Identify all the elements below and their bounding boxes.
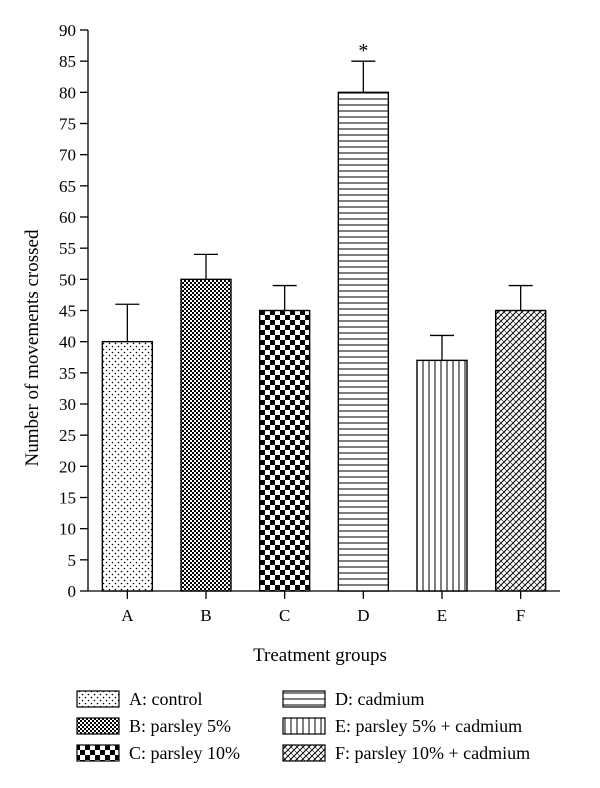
x-axis-title: Treatment groups — [253, 645, 387, 666]
significance-marker: * — [358, 40, 368, 62]
legend-label-A: A: control — [129, 689, 203, 709]
y-tick-label: 0 — [68, 582, 77, 601]
legend-swatch-E — [282, 717, 326, 735]
y-tick-label: 40 — [59, 333, 76, 352]
y-tick-label: 30 — [59, 395, 76, 414]
y-tick-label: 55 — [59, 239, 76, 258]
y-tick-label: 85 — [59, 52, 76, 71]
legend-item-F: F: parsley 10% + cadmium — [282, 743, 530, 763]
x-tick-label-C: C — [279, 606, 290, 625]
bars-group — [101, 60, 547, 592]
legend-item-E: E: parsley 5% + cadmium — [282, 716, 522, 736]
bar-B — [180, 278, 232, 592]
x-tick-label-A: A — [121, 606, 134, 625]
legend-item-C: C: parsley 10% — [76, 743, 240, 763]
legend-swatch-D — [282, 690, 326, 708]
legend-label-D: D: cadmium — [335, 689, 424, 709]
annotations-group: * — [358, 40, 368, 62]
y-tick-label: 20 — [59, 457, 76, 476]
y-tick-label: 50 — [59, 270, 76, 289]
y-tick-label: 75 — [59, 115, 76, 134]
bar-E — [416, 359, 468, 592]
y-tick-label: 45 — [59, 302, 76, 321]
x-tick-label-B: B — [200, 606, 211, 625]
y-axis-title: Number of movements crossed — [22, 229, 43, 466]
legend: A: control B: parsley 5% C: parsley 10% D: … — [76, 689, 530, 763]
legend-swatch-C — [76, 744, 120, 762]
y-tick-label: 15 — [59, 489, 76, 508]
y-tick-label: 25 — [59, 426, 76, 445]
y-tick-label: 5 — [68, 551, 77, 570]
legend-item-D: D: cadmium — [282, 689, 424, 709]
bar-C — [258, 309, 311, 592]
y-tick-label: 70 — [59, 146, 76, 165]
legend-label-E: E: parsley 5% + cadmium — [335, 716, 522, 736]
y-tick-label: 65 — [59, 177, 76, 196]
y-axis: 0 5 10 15 20 25 30 35 40 45 50 55 60 65 70 75 80 85 90 — [59, 21, 89, 601]
bar-D — [337, 91, 390, 592]
x-tick-label-D: D — [357, 606, 369, 625]
y-tick-label: 60 — [59, 208, 76, 227]
x-tick-label-F: F — [516, 606, 525, 625]
y-tick-label: 90 — [59, 21, 76, 40]
bar-F — [494, 309, 547, 592]
bar-A — [101, 340, 154, 592]
legend-swatch-A — [76, 690, 120, 708]
legend-swatch-F — [282, 744, 326, 762]
x-axis: A B C D E F — [88, 590, 560, 625]
legend-label-C: C: parsley 10% — [129, 743, 240, 763]
legend-item-A: A: control — [76, 689, 203, 709]
x-tick-label-E: E — [437, 606, 447, 625]
legend-label-F: F: parsley 10% + cadmium — [335, 743, 530, 763]
legend-item-B: B: parsley 5% — [76, 716, 231, 736]
legend-label-B: B: parsley 5% — [129, 716, 231, 736]
y-tick-label: 10 — [59, 520, 76, 539]
y-tick-label: 80 — [59, 83, 76, 102]
legend-swatch-B — [76, 717, 120, 735]
y-tick-label: 35 — [59, 364, 76, 383]
